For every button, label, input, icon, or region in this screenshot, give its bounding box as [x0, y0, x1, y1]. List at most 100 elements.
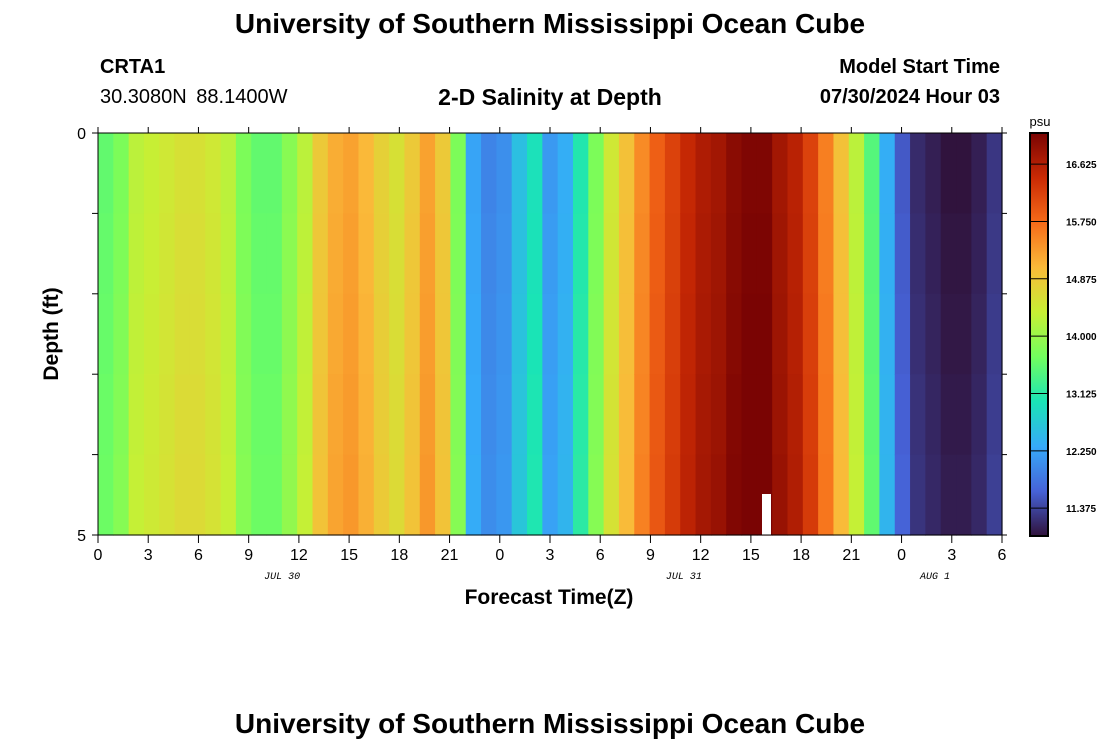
- heatmap-cell: [664, 374, 681, 456]
- heatmap-cell: [159, 374, 176, 456]
- heatmap-cell: [726, 374, 743, 456]
- heatmap-cell: [695, 374, 712, 456]
- heatmap-cell: [266, 374, 283, 456]
- heatmap-cell: [220, 293, 237, 375]
- colorbar-tick-label: 15.750: [1066, 217, 1097, 228]
- heatmap-cell: [312, 374, 329, 456]
- heatmap-cell: [772, 213, 789, 295]
- heatmap-cell: [726, 293, 743, 375]
- heatmap-cell: [572, 213, 589, 295]
- heatmap-cell: [205, 213, 222, 295]
- heatmap-cell: [404, 133, 421, 214]
- heatmap-cell: [818, 374, 835, 456]
- heatmap-cell: [925, 133, 942, 214]
- station-coordinates: 30.3080N 88.1400W: [100, 86, 288, 108]
- heatmap-cell: [220, 374, 237, 456]
- heatmap-cell: [542, 293, 559, 375]
- heatmap-cell: [281, 133, 298, 214]
- heatmap-cell: [235, 293, 252, 375]
- heatmap-cell: [572, 374, 589, 456]
- heatmap-cell: [312, 213, 329, 295]
- heatmap-cell: [956, 293, 972, 375]
- heatmap-cell: [833, 213, 850, 295]
- heatmap-cell: [864, 374, 881, 456]
- heatmap-cell: [787, 213, 804, 295]
- heatmap-cell: [496, 454, 513, 536]
- heatmap-cell: [496, 213, 513, 295]
- heatmap-cell: [894, 293, 911, 375]
- heatmap-cell: [113, 454, 130, 536]
- heatmap-cell: [327, 374, 344, 456]
- heatmap-cell: [327, 213, 344, 295]
- heatmap-cell: [511, 374, 528, 456]
- heatmap-cell: [695, 293, 712, 375]
- heatmap-cell: [98, 213, 114, 295]
- heatmap-cell: [98, 454, 114, 536]
- heatmap-cell: [710, 454, 727, 536]
- heatmap-cell: [710, 213, 727, 295]
- heatmap-cell: [496, 133, 513, 214]
- heatmap-cell: [848, 454, 865, 536]
- heatmap-cell: [894, 213, 911, 295]
- heatmap-cell: [634, 293, 651, 375]
- x-tick-label: 0: [897, 547, 906, 564]
- heatmap-cell: [756, 213, 773, 295]
- heatmap-cell: [343, 454, 360, 536]
- heatmap-cell: [894, 133, 911, 214]
- heatmap-cell: [281, 374, 298, 456]
- heatmap-cell: [986, 293, 1003, 375]
- heatmap-cell: [664, 293, 681, 375]
- heatmap-cell: [787, 293, 804, 375]
- heatmap-cell: [343, 133, 360, 214]
- heatmap-cell: [373, 454, 390, 536]
- heatmap-cell: [235, 213, 252, 295]
- heatmap-cell: [971, 454, 988, 536]
- heatmap-cell: [128, 454, 145, 536]
- heatmap-cell: [741, 374, 758, 456]
- colorbar-tick-label: 16.625: [1066, 160, 1097, 171]
- heatmap-cell: [802, 374, 819, 456]
- heatmap-cell: [588, 213, 605, 295]
- heatmap-cell: [113, 213, 130, 295]
- heatmap-cell: [634, 213, 651, 295]
- heatmap-cell: [572, 454, 589, 536]
- x-date-label: JUL 30: [264, 572, 300, 583]
- heatmap-cells: [98, 133, 1003, 536]
- heatmap-cell: [358, 374, 375, 456]
- heatmap-cell: [710, 133, 727, 214]
- heatmap-cell: [527, 213, 543, 295]
- heatmap-cell: [741, 454, 758, 536]
- heatmap-cell: [848, 374, 865, 456]
- heatmap-cell: [98, 293, 114, 375]
- heatmap-cell: [450, 454, 467, 536]
- heatmap-cell: [557, 293, 574, 375]
- heatmap-cell: [910, 293, 926, 375]
- heatmap-cell: [143, 374, 160, 456]
- heatmap-cell: [143, 293, 160, 375]
- x-axis-title: Forecast Time(Z): [465, 586, 634, 609]
- heatmap-cell: [389, 293, 406, 375]
- heatmap-cell: [373, 133, 390, 214]
- heatmap-cell: [511, 133, 528, 214]
- heatmap-cell: [481, 293, 497, 375]
- heatmap-cell: [588, 133, 605, 214]
- heatmap-cell: [680, 213, 697, 295]
- colorbar-tick-label: 14.875: [1066, 275, 1097, 286]
- heatmap-cell: [404, 454, 421, 536]
- heatmap-cell: [481, 133, 497, 214]
- heatmap-cell: [956, 213, 972, 295]
- heatmap-cell: [174, 454, 191, 536]
- heatmap-cell: [312, 133, 329, 214]
- x-tick-label: 3: [947, 547, 956, 564]
- heatmap-cell: [465, 374, 482, 456]
- heatmap-cell: [695, 133, 712, 214]
- heatmap-cell: [726, 133, 743, 214]
- heatmap-cell: [879, 133, 896, 214]
- heatmap-cell: [312, 293, 329, 375]
- heatmap-cell: [726, 213, 743, 295]
- heatmap-cell: [848, 293, 865, 375]
- heatmap-cell: [634, 454, 651, 536]
- heatmap-cell: [557, 374, 574, 456]
- heatmap-cell: [710, 374, 727, 456]
- heatmap-cell: [910, 213, 926, 295]
